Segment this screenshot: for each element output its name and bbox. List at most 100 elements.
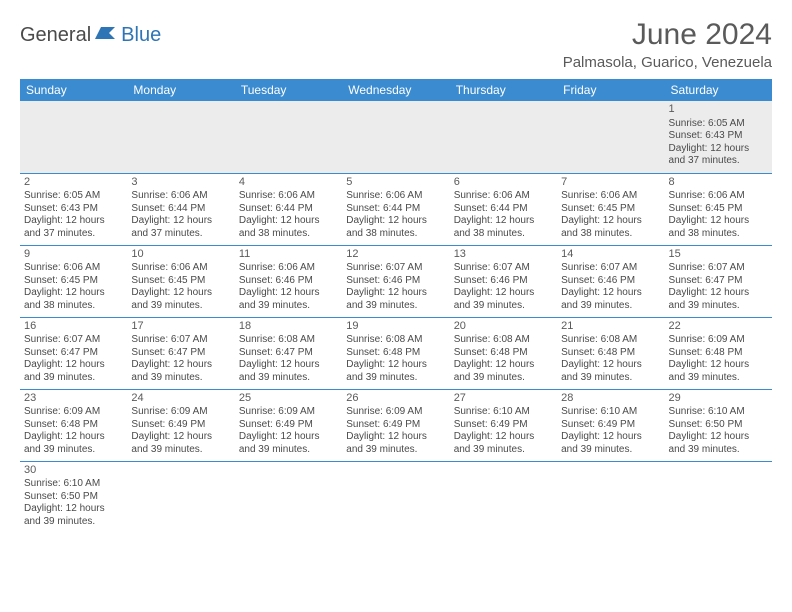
day-number: 14 (561, 248, 660, 262)
calendar-day: 18Sunrise: 6:08 AMSunset: 6:47 PMDayligh… (235, 317, 342, 389)
day-number: 4 (239, 176, 338, 190)
sunrise-text: Sunrise: 6:05 AM (669, 118, 768, 131)
sunrise-text: Sunrise: 6:09 AM (669, 334, 768, 347)
sunrise-text: Sunrise: 6:09 AM (131, 406, 230, 419)
calendar-day: 26Sunrise: 6:09 AMSunset: 6:49 PMDayligh… (342, 389, 449, 461)
sunrise-text: Sunrise: 6:06 AM (561, 190, 660, 203)
daylight-text: Daylight: 12 hours (669, 431, 768, 444)
day-number: 10 (131, 248, 230, 262)
calendar-empty (235, 461, 342, 533)
daylight-text: and 39 minutes. (239, 372, 338, 385)
day-number: 22 (669, 320, 768, 334)
calendar-day: 4Sunrise: 6:06 AMSunset: 6:44 PMDaylight… (235, 173, 342, 245)
daylight-text: and 39 minutes. (561, 300, 660, 313)
sunrise-text: Sunrise: 6:08 AM (346, 334, 445, 347)
calendar-day: 1Sunrise: 6:05 AMSunset: 6:43 PMDaylight… (665, 101, 772, 173)
calendar-week: 2Sunrise: 6:05 AMSunset: 6:43 PMDaylight… (20, 173, 772, 245)
day-number: 15 (669, 248, 768, 262)
daylight-text: Daylight: 12 hours (24, 359, 123, 372)
daylight-text: Daylight: 12 hours (561, 359, 660, 372)
sunrise-text: Sunrise: 6:10 AM (24, 478, 123, 491)
sunrise-text: Sunrise: 6:07 AM (561, 262, 660, 275)
calendar-empty (450, 461, 557, 533)
day-number: 21 (561, 320, 660, 334)
day-number: 24 (131, 392, 230, 406)
sunrise-text: Sunrise: 6:06 AM (24, 262, 123, 275)
sunrise-text: Sunrise: 6:10 AM (669, 406, 768, 419)
daylight-text: Daylight: 12 hours (669, 287, 768, 300)
daylight-text: Daylight: 12 hours (239, 215, 338, 228)
sunset-text: Sunset: 6:47 PM (669, 275, 768, 288)
daylight-text: Daylight: 12 hours (131, 431, 230, 444)
day-header: Monday (127, 79, 234, 101)
daylight-text: and 39 minutes. (24, 516, 123, 529)
calendar-day: 30Sunrise: 6:10 AMSunset: 6:50 PMDayligh… (20, 461, 127, 533)
sunrise-text: Sunrise: 6:09 AM (24, 406, 123, 419)
calendar-day: 13Sunrise: 6:07 AMSunset: 6:46 PMDayligh… (450, 245, 557, 317)
sunset-text: Sunset: 6:46 PM (346, 275, 445, 288)
sunrise-text: Sunrise: 6:09 AM (239, 406, 338, 419)
day-number: 25 (239, 392, 338, 406)
calendar-empty (557, 461, 664, 533)
month-title: June 2024 (563, 18, 772, 52)
daylight-text: and 38 minutes. (346, 228, 445, 241)
sunrise-text: Sunrise: 6:07 AM (346, 262, 445, 275)
calendar-day: 29Sunrise: 6:10 AMSunset: 6:50 PMDayligh… (665, 389, 772, 461)
sunset-text: Sunset: 6:45 PM (561, 203, 660, 216)
day-number: 29 (669, 392, 768, 406)
day-header: Sunday (20, 79, 127, 101)
daylight-text: Daylight: 12 hours (239, 287, 338, 300)
day-number: 30 (24, 464, 123, 478)
daylight-text: and 37 minutes. (131, 228, 230, 241)
calendar-day: 19Sunrise: 6:08 AMSunset: 6:48 PMDayligh… (342, 317, 449, 389)
calendar-empty (665, 461, 772, 533)
sunset-text: Sunset: 6:46 PM (561, 275, 660, 288)
daylight-text: and 38 minutes. (454, 228, 553, 241)
sunset-text: Sunset: 6:46 PM (239, 275, 338, 288)
daylight-text: Daylight: 12 hours (346, 431, 445, 444)
daylight-text: Daylight: 12 hours (131, 287, 230, 300)
sunrise-text: Sunrise: 6:06 AM (131, 262, 230, 275)
daylight-text: Daylight: 12 hours (24, 287, 123, 300)
sunrise-text: Sunrise: 6:08 AM (561, 334, 660, 347)
daylight-text: Daylight: 12 hours (669, 143, 768, 156)
sunset-text: Sunset: 6:49 PM (454, 419, 553, 432)
sunset-text: Sunset: 6:45 PM (131, 275, 230, 288)
calendar-week: 9Sunrise: 6:06 AMSunset: 6:45 PMDaylight… (20, 245, 772, 317)
calendar-day: 25Sunrise: 6:09 AMSunset: 6:49 PMDayligh… (235, 389, 342, 461)
sunrise-text: Sunrise: 6:08 AM (239, 334, 338, 347)
calendar-empty (450, 101, 557, 173)
calendar-day: 7Sunrise: 6:06 AMSunset: 6:45 PMDaylight… (557, 173, 664, 245)
calendar-day: 20Sunrise: 6:08 AMSunset: 6:48 PMDayligh… (450, 317, 557, 389)
calendar-day: 2Sunrise: 6:05 AMSunset: 6:43 PMDaylight… (20, 173, 127, 245)
daylight-text: Daylight: 12 hours (24, 503, 123, 516)
sunrise-text: Sunrise: 6:06 AM (239, 190, 338, 203)
daylight-text: and 39 minutes. (561, 372, 660, 385)
daylight-text: Daylight: 12 hours (561, 287, 660, 300)
daylight-text: Daylight: 12 hours (24, 215, 123, 228)
brand-logo: General Blue (20, 18, 161, 47)
day-number: 1 (669, 103, 768, 117)
sunset-text: Sunset: 6:43 PM (24, 203, 123, 216)
header-row: General Blue June 2024 Palmasola, Guaric… (20, 18, 772, 71)
location-text: Palmasola, Guarico, Venezuela (563, 54, 772, 71)
sunset-text: Sunset: 6:49 PM (239, 419, 338, 432)
day-number: 18 (239, 320, 338, 334)
daylight-text: Daylight: 12 hours (561, 431, 660, 444)
sunset-text: Sunset: 6:50 PM (24, 491, 123, 504)
sunset-text: Sunset: 6:48 PM (346, 347, 445, 360)
day-header: Wednesday (342, 79, 449, 101)
calendar-empty (235, 101, 342, 173)
daylight-text: and 38 minutes. (561, 228, 660, 241)
daylight-text: and 39 minutes. (454, 372, 553, 385)
calendar-day: 12Sunrise: 6:07 AMSunset: 6:46 PMDayligh… (342, 245, 449, 317)
calendar-week: 30Sunrise: 6:10 AMSunset: 6:50 PMDayligh… (20, 461, 772, 533)
calendar-empty (127, 461, 234, 533)
calendar-day: 17Sunrise: 6:07 AMSunset: 6:47 PMDayligh… (127, 317, 234, 389)
calendar-day: 23Sunrise: 6:09 AMSunset: 6:48 PMDayligh… (20, 389, 127, 461)
daylight-text: Daylight: 12 hours (669, 215, 768, 228)
daylight-text: Daylight: 12 hours (346, 287, 445, 300)
daylight-text: and 37 minutes. (24, 228, 123, 241)
calendar-day: 28Sunrise: 6:10 AMSunset: 6:49 PMDayligh… (557, 389, 664, 461)
calendar-day: 27Sunrise: 6:10 AMSunset: 6:49 PMDayligh… (450, 389, 557, 461)
